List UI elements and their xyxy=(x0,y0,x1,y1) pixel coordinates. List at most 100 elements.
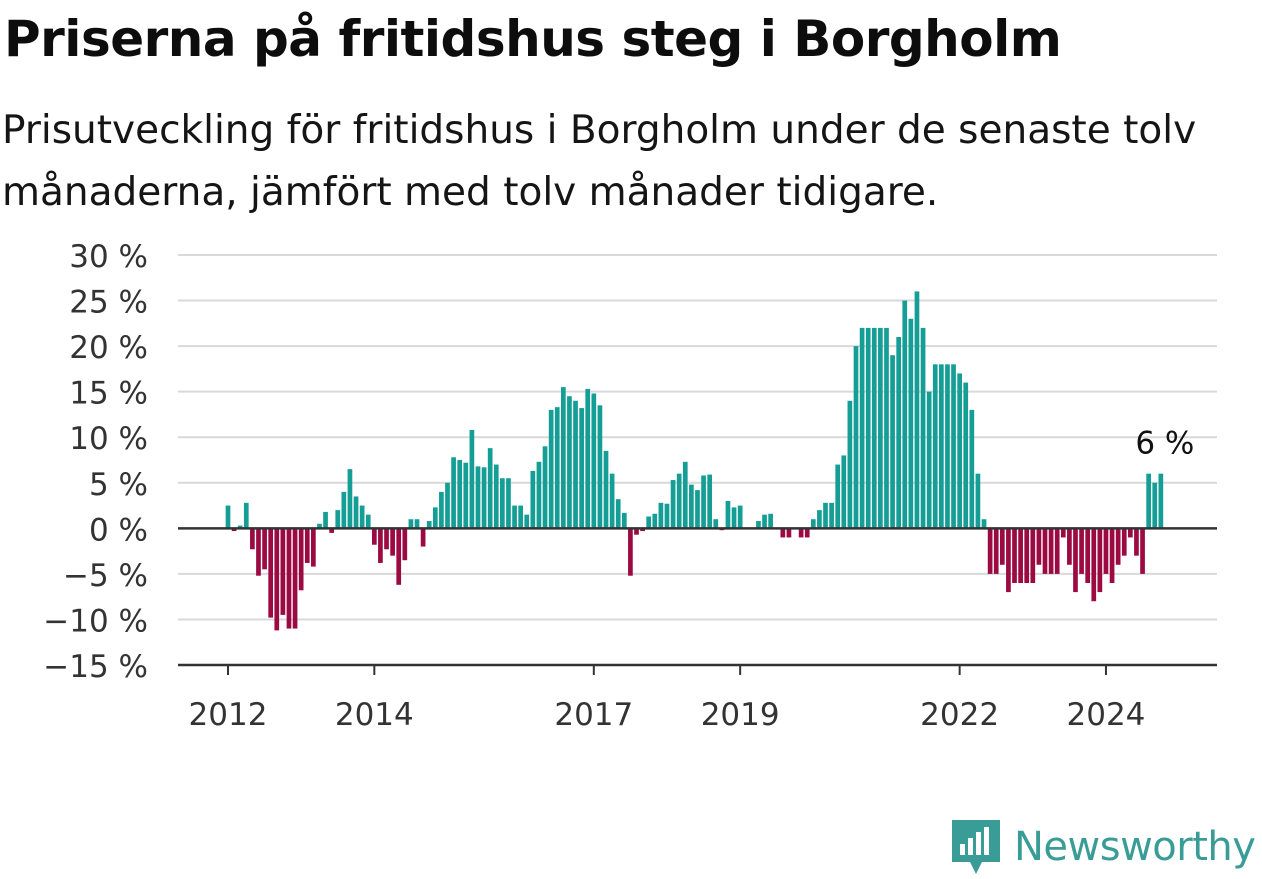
bar-negative xyxy=(1121,528,1127,556)
bar-negative xyxy=(268,528,274,618)
bar-positive xyxy=(457,460,463,529)
bar-positive xyxy=(463,462,469,529)
bar-negative xyxy=(420,528,426,547)
bar-positive xyxy=(939,364,944,529)
bar-positive xyxy=(530,470,536,529)
y-tick-label: −10 % xyxy=(43,603,148,639)
bar-negative xyxy=(1036,528,1042,565)
bar-negative xyxy=(384,528,389,550)
y-tick-label: 5 % xyxy=(89,467,148,503)
bar-positive xyxy=(676,473,682,529)
x-tick-label: 2024 xyxy=(1067,697,1146,733)
bar-negative xyxy=(1048,528,1054,574)
bar-positive xyxy=(243,502,249,529)
bar-positive xyxy=(493,464,499,529)
bar-positive xyxy=(670,480,676,529)
bar-positive xyxy=(573,400,578,529)
bar-positive xyxy=(548,409,554,529)
bar-positive xyxy=(652,513,658,529)
bar-negative xyxy=(286,528,292,629)
bar-negative xyxy=(1054,528,1060,574)
bar-positive xyxy=(591,393,597,529)
bar-positive xyxy=(859,327,865,529)
bar-positive xyxy=(414,519,420,529)
bar-positive xyxy=(426,521,432,529)
bar-positive xyxy=(469,429,475,529)
bar-positive xyxy=(359,505,365,529)
chart-title: Priserna på fritidshus steg i Borgholm xyxy=(4,10,1062,68)
bar-positive xyxy=(439,491,444,529)
bar-positive xyxy=(506,478,511,529)
bar-positive xyxy=(896,337,902,529)
bar-negative xyxy=(1030,528,1036,583)
bar-negative xyxy=(274,528,280,631)
bar-positive xyxy=(853,346,859,529)
bar-negative xyxy=(628,528,633,576)
bar-positive xyxy=(664,503,670,529)
x-tick-label: 2022 xyxy=(920,697,999,733)
bar-positive xyxy=(487,448,493,529)
bar-positive xyxy=(926,391,932,529)
y-tick-label: 25 % xyxy=(69,285,148,321)
bar-positive xyxy=(701,475,706,529)
bar-negative xyxy=(640,528,645,532)
bar-positive xyxy=(1152,482,1158,529)
bar-positive xyxy=(646,516,652,529)
chart-subtitle: Prisutveckling för fritidshus i Borgholm… xyxy=(2,108,1197,215)
x-tick-label: 2014 xyxy=(335,697,414,733)
bar-positive xyxy=(621,512,627,529)
bar-positive xyxy=(597,405,603,529)
bar-positive xyxy=(524,514,530,529)
bar-positive xyxy=(445,482,450,529)
bar-positive xyxy=(353,496,359,529)
bar-positive xyxy=(975,473,981,529)
bar-negative xyxy=(231,528,237,532)
brand-name: Newsworthy xyxy=(1014,824,1256,870)
bar-negative xyxy=(298,528,304,591)
bar-positive xyxy=(603,450,609,529)
bar-positive xyxy=(500,478,505,529)
bar-negative xyxy=(634,528,639,535)
bar-negative xyxy=(390,528,395,556)
bar-positive xyxy=(225,505,231,529)
bar-positive xyxy=(847,400,853,529)
bar-negative xyxy=(780,528,786,538)
bar-negative xyxy=(804,528,810,538)
bar-positive xyxy=(615,499,621,529)
bar-positive xyxy=(560,387,566,529)
bar-positive xyxy=(865,327,871,529)
bar-positive xyxy=(878,327,883,529)
bar-negative xyxy=(1115,528,1121,565)
bar-negative xyxy=(1018,528,1023,583)
bar-positive xyxy=(518,505,524,529)
bar-negative xyxy=(1109,528,1115,583)
bar-negative xyxy=(402,528,408,561)
bar-positive xyxy=(347,469,353,529)
brand-logo[interactable]: Newsworthy xyxy=(950,818,1256,876)
bar-positive xyxy=(512,505,517,529)
bar-positive xyxy=(689,484,694,529)
bar-positive xyxy=(323,511,328,529)
bar-negative xyxy=(1085,528,1091,583)
bar-negative xyxy=(798,528,804,538)
bar-negative xyxy=(1091,528,1097,602)
bar-negative xyxy=(311,528,316,567)
y-tick-label: −5 % xyxy=(63,558,148,594)
bar-positive xyxy=(317,523,322,529)
bar-negative xyxy=(396,528,402,585)
bar-positive xyxy=(829,502,834,529)
bar-positive xyxy=(335,510,341,529)
bar-negative xyxy=(1060,528,1066,538)
y-tick-label: 0 % xyxy=(89,512,148,548)
bar-positive xyxy=(432,507,438,529)
bar-negative xyxy=(378,528,383,563)
bar-positive xyxy=(756,521,761,529)
bar-positive xyxy=(731,507,737,529)
bar-positive xyxy=(365,514,371,529)
bar-negative xyxy=(1012,528,1017,583)
bar-positive xyxy=(817,510,822,529)
bar-positive xyxy=(1146,473,1151,529)
bar-negative xyxy=(250,528,255,550)
bar-negative xyxy=(304,528,310,563)
